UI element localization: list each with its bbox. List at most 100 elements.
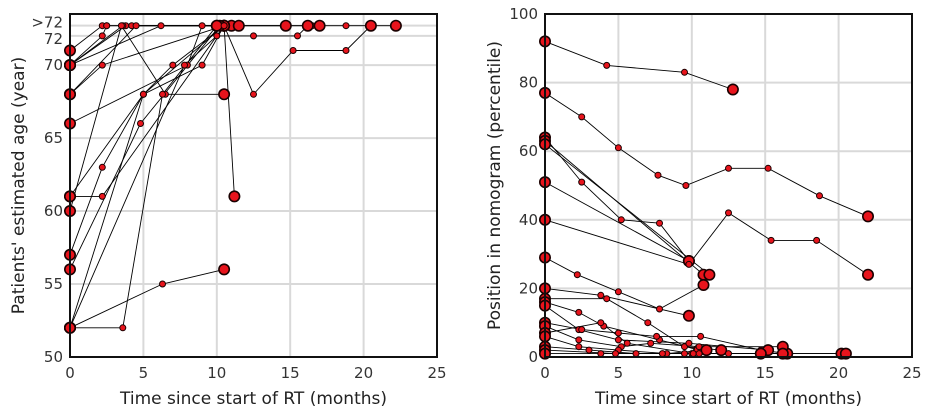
data-point: [697, 332, 705, 340]
data-point: [198, 22, 206, 30]
data-point: [614, 336, 622, 344]
x-tick-label: 10: [207, 364, 226, 382]
data-point: [98, 192, 106, 200]
x-tick-label: 0: [65, 364, 75, 382]
data-point: [603, 295, 611, 303]
data-point: [213, 32, 221, 40]
data-point: [342, 47, 350, 54]
x-tick-label: 25: [902, 364, 921, 382]
series-line: [544, 181, 690, 262]
endpoint-marker: [228, 190, 241, 203]
x-tick-label: 5: [139, 364, 149, 382]
y-tick-label: 70: [44, 56, 63, 74]
data-point: [767, 236, 775, 244]
data-point: [612, 350, 619, 358]
series-line: [69, 24, 225, 212]
y-tick-label: 55: [44, 275, 63, 293]
data-point: [137, 120, 144, 127]
data-point: [117, 22, 125, 30]
series-line: [69, 25, 309, 328]
data-point: [654, 171, 662, 179]
series-line: [544, 212, 869, 276]
data-point: [725, 164, 732, 172]
y-tick-label: 0: [528, 348, 538, 366]
data-point: [119, 324, 127, 332]
data-point: [632, 350, 640, 358]
data-point: [685, 260, 693, 268]
data-point: [578, 326, 586, 334]
age-chart: 0 5 10 15 20 25 50 55 60 65 70 72>72 Time since star…: [9, 13, 447, 407]
data-point: [573, 271, 581, 279]
series-line: [69, 25, 320, 255]
series-line: [69, 24, 372, 328]
plot-frame: [69, 13, 438, 358]
data-point: [289, 47, 297, 54]
data-point: [132, 22, 140, 30]
data-point: [159, 90, 166, 98]
x-tick-label: 10: [682, 364, 701, 382]
data-point: [695, 350, 703, 358]
data-point: [725, 350, 732, 358]
data-point: [813, 236, 821, 244]
data-point: [103, 22, 111, 30]
endpoint-marker: [218, 263, 231, 276]
data-point: [157, 22, 165, 30]
data-point: [575, 308, 583, 316]
data-point: [98, 61, 106, 69]
endpoint-marker: [700, 344, 713, 357]
series-line: [544, 40, 734, 90]
endpoint-marker: [218, 88, 231, 101]
data-point: [159, 280, 166, 288]
data-point: [623, 339, 631, 347]
data-point: [597, 350, 605, 358]
data-point: [220, 22, 228, 30]
data-point: [585, 346, 593, 354]
endpoint-marker: [210, 19, 223, 32]
y-tick-label: 60: [44, 202, 63, 220]
data-point: [681, 68, 688, 76]
series-line: [69, 268, 225, 329]
endpoint-marker: [861, 268, 874, 281]
data-point: [614, 329, 622, 337]
data-point: [656, 219, 663, 227]
data-point: [644, 319, 652, 327]
data-point: [764, 164, 772, 172]
y-tick-label: 50: [44, 348, 63, 366]
data-point: [98, 32, 106, 40]
data-point: [294, 32, 301, 40]
y-tick-label: 60: [519, 142, 538, 160]
endpoint-marker: [301, 19, 314, 32]
x-tick-label: 20: [354, 364, 373, 382]
data-point: [647, 339, 655, 347]
data-point: [250, 90, 257, 98]
series-line: [544, 257, 704, 310]
data-point: [575, 343, 583, 351]
data-point: [578, 113, 586, 121]
data-point: [725, 209, 732, 217]
y-tick-label: 40: [519, 211, 538, 229]
x-tick-label: 5: [614, 364, 624, 382]
x-axis-label: Time since start of RT (months): [594, 389, 862, 407]
endpoint-marker: [697, 278, 710, 291]
data-point: [685, 339, 693, 347]
endpoint-marker: [232, 19, 245, 32]
data-point: [816, 192, 823, 200]
x-tick-label: 0: [540, 364, 550, 382]
nomogram-chart: 0 5 10 15 20 25 0 20 40 60 80 100 Time since start o…: [485, 5, 922, 407]
endpoint-marker: [715, 344, 728, 357]
data-point: [614, 144, 622, 152]
endpoint-marker: [389, 19, 402, 32]
data-point: [597, 319, 605, 327]
data-point: [342, 22, 350, 30]
y-axis-label: Position in nomogram (percentile): [485, 41, 505, 330]
series-line: [69, 25, 396, 270]
y-tick-label: 65: [44, 129, 63, 147]
data-point: [98, 163, 106, 171]
data-point: [597, 291, 605, 299]
endpoint-marker: [726, 83, 739, 96]
data-point: [617, 216, 625, 224]
data-point: [614, 288, 622, 296]
series-line: [70, 24, 235, 197]
data-point: [198, 61, 206, 69]
data-point: [139, 90, 147, 98]
